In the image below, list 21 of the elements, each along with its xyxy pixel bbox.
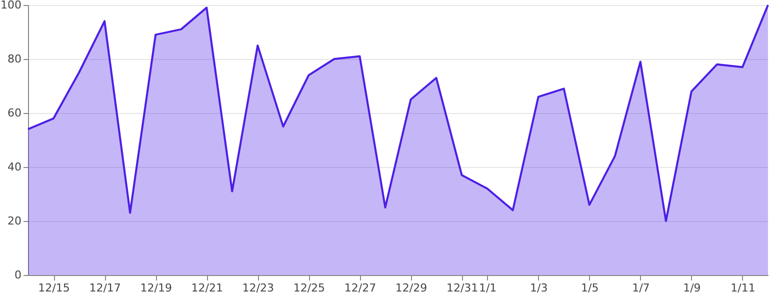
y-tick-label: 80	[8, 52, 22, 66]
x-tick-label: 1/7	[632, 282, 650, 294]
x-tick-label: 12/27	[344, 282, 376, 294]
y-tick-label: 100	[0, 0, 22, 12]
x-tick-label: 1/3	[530, 282, 548, 294]
x-tick-label: 12/17	[89, 282, 121, 294]
x-tick-label: 12/23	[242, 282, 274, 294]
y-tick-label: 60	[8, 106, 22, 120]
x-tick-label: 12/29	[395, 282, 428, 294]
x-tick-label: 12/15	[38, 282, 70, 294]
y-tick-label: 0	[14, 268, 22, 282]
y-tick-label: 20	[8, 214, 22, 228]
x-tick-label: 12/19	[140, 282, 172, 294]
y-tick-label: 40	[8, 160, 22, 174]
x-tick-label: 1/9	[683, 282, 701, 294]
x-tick-label: 1/11	[730, 282, 756, 294]
x-tick-label: 12/31	[446, 282, 478, 294]
x-tick-label: 12/25	[293, 282, 326, 294]
x-tick-label: 12/21	[191, 282, 223, 294]
x-tick-label: 1/1	[478, 282, 497, 294]
x-tick-label: 1/5	[581, 282, 599, 294]
